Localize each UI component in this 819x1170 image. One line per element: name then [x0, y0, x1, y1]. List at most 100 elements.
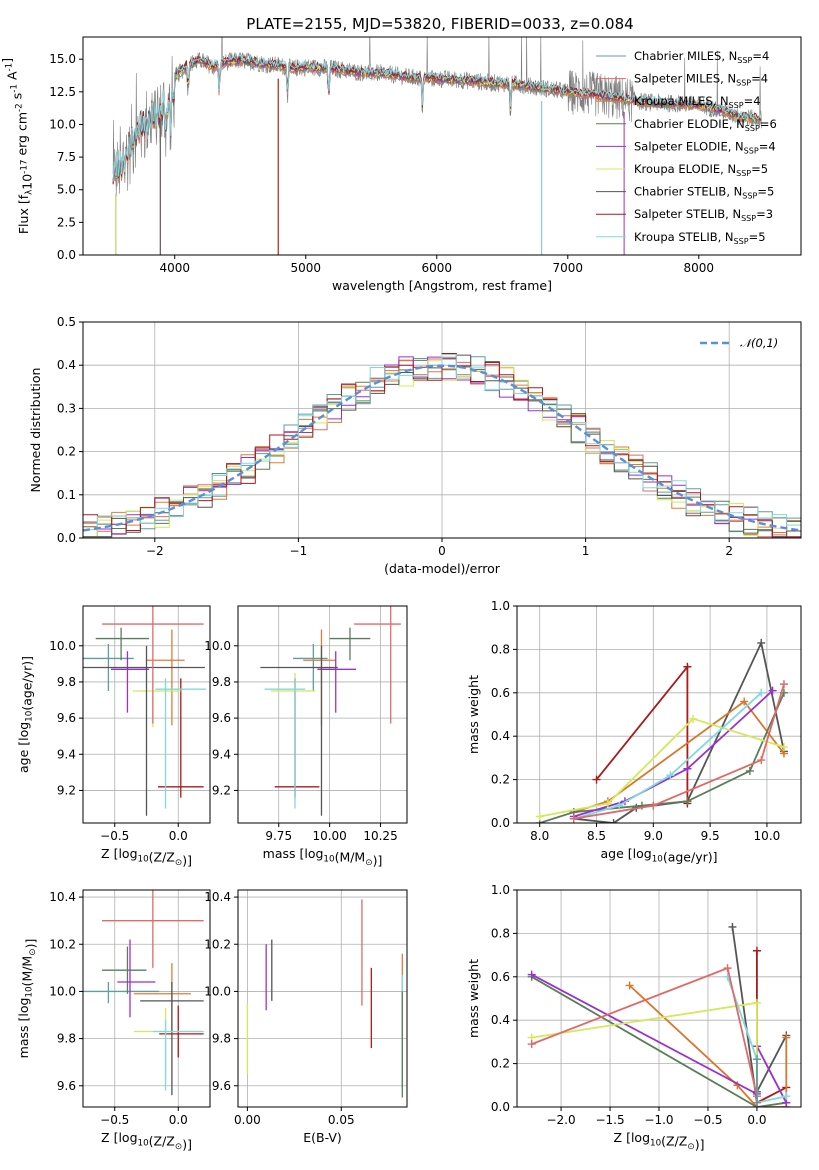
y-tick-label: 9.8: [57, 1032, 76, 1046]
y-tick-label: 0.0: [57, 531, 76, 545]
x-axis-label: (data-model)/error: [384, 561, 501, 576]
mass-weight-marker: [779, 743, 788, 752]
x-tick-label: 9.5: [701, 829, 720, 843]
axes-frame: [82, 36, 802, 256]
mass-weight-series-line: [539, 717, 785, 818]
mass-weight-marker: [569, 814, 578, 823]
y-tick-label: 1.0: [491, 599, 510, 613]
legend-label: Kroupa MILES, NSSP=4: [634, 94, 761, 110]
y-tick-label: 10.0: [204, 984, 231, 998]
y-tick-label: 9.8: [212, 1032, 231, 1046]
x-tick-label: −2.0: [546, 1113, 575, 1127]
x-tick-label: −1.0: [644, 1113, 673, 1127]
y-axis-label: mass weight: [466, 959, 481, 1038]
x-tick-label: 4000: [159, 261, 190, 275]
y-tick-label: 10.0: [204, 639, 231, 653]
x-tick-label: −1.5: [595, 1113, 624, 1127]
y-tick-label: 9.6: [212, 711, 231, 725]
mass-weight-marker: [683, 662, 692, 671]
y-axis-label: age [log10(age/yr)]: [16, 656, 35, 773]
y-axis-label: Normed distribution: [28, 368, 43, 493]
mass-weight-marker: [768, 686, 777, 695]
y-tick-label: 9.2: [57, 783, 76, 797]
y-tick-label: 9.8: [57, 675, 76, 689]
mass-weight-marker: [683, 797, 692, 806]
age-vs-mass-panel: 9.75 10.00 10.25 9.2 9.4 9.6 9.8 10.0 mass [log1…: [204, 605, 408, 868]
legend-label: Salpeter ELODIE, NSSP=4: [634, 139, 776, 155]
y-tick-label: 0.4: [491, 729, 510, 743]
x-tick-label: 8.0: [530, 829, 549, 843]
mass-weight-marker: [752, 946, 761, 955]
x-tick-label: −0.5: [693, 1113, 722, 1127]
mass-weight-marker: [728, 922, 737, 931]
mass-weight-vs-metallicity-panel: −2.0 −1.5 −1.0 −0.5 0.0 0.0 0.2 0.4 0.6 0.8 1.0 Z […: [466, 883, 802, 1152]
gaussian-legend-label: 𝒩(0,1): [740, 336, 778, 350]
mass-weight-marker: [609, 819, 618, 823]
axes-frame-group: −0.5 0.0 9.6 9.8 10.0 10.2 10.4 Z [log10(Z/Z⊙)]…: [16, 889, 211, 1152]
y-tick-label: 0.8: [491, 926, 510, 940]
mass-weight-series-line: [531, 976, 787, 1107]
x-tick-label: 0: [438, 544, 446, 558]
y-tick-label: 0.2: [57, 445, 76, 459]
y-tick-label: 0.5: [57, 315, 76, 329]
y-tick-label: 0.4: [57, 358, 76, 372]
figure-title: PLATE=2155, MJD=53820, FIBERID=0033, z=0…: [246, 15, 633, 33]
mass-weight-series-line: [628, 984, 788, 1107]
y-tick-label: 0.1: [57, 488, 76, 502]
y-tick-label: 0.2: [491, 1057, 510, 1071]
legend-label: Salpeter MILES, NSSP=4: [634, 72, 768, 88]
axes-frame-group: 9.75 10.00 10.25 9.2 9.4 9.6 9.8 10.0 mass [log1…: [204, 605, 408, 868]
y-tick-label: 9.4: [57, 747, 76, 761]
y-tick-label: 0.0: [57, 248, 76, 262]
axes-frame-group: 0.00 0.05 9.6 9.8 10.0 10.2 10.4 E(B-V): [204, 889, 408, 1145]
mass-weight-marker: [535, 812, 544, 821]
y-tick-label: 10.0: [49, 984, 76, 998]
mass-weight-marker: [527, 970, 536, 979]
plot-area: [83, 353, 801, 538]
mass-weight-marker: [782, 1033, 791, 1042]
x-tick-label: 0.0: [747, 1113, 766, 1127]
x-tick-label: 10.25: [363, 829, 397, 843]
mass-weight-marker: [745, 766, 754, 775]
y-tick-label: 15.0: [49, 52, 76, 66]
mass-weight-marker: [757, 756, 766, 765]
mass-weight-marker: [752, 1103, 761, 1107]
axes-frame: [237, 889, 408, 1108]
mass-weight-marker: [779, 680, 788, 689]
mass-weight-marker: [757, 688, 766, 697]
mass-weight-marker: [723, 964, 732, 973]
y-tick-label: 0.0: [491, 816, 510, 830]
mass-weight-marker: [649, 801, 658, 810]
y-tick-label: 0.3: [57, 401, 76, 415]
y-tick-label: 9.8: [212, 675, 231, 689]
legend-label: Salpeter STELIB, NSSP=3: [634, 207, 773, 223]
mass-weight-marker: [603, 799, 612, 808]
gaussian-reference-curve: [83, 364, 801, 532]
axes-frame-group: −2.0 −1.5 −1.0 −0.5 0.0 0.0 0.2 0.4 0.6 0.8 1.0 Z […: [466, 883, 802, 1152]
y-tick-label: 0.4: [491, 1013, 510, 1027]
mass-weight-vs-age-panel: 8.0 8.5 9.0 9.5 10.0 0.0 0.2 0.4 0.6 0.8 1.0 age [l…: [466, 599, 802, 865]
x-axis-label: E(B-V): [303, 1130, 342, 1145]
y-tick-label: 0.2: [491, 773, 510, 787]
x-tick-label: 2: [725, 544, 733, 558]
residual-histogram-panel: −2 −1 0 1 2 0.0 0.1 0.2 0.3 0.4 0.5 (data-model)/er…: [28, 315, 802, 576]
y-tick-label: 7.5: [57, 150, 76, 164]
legend-label: Chabrier MILES, NSSP=4: [634, 49, 769, 65]
axes-frame: [516, 605, 802, 824]
spectrum-legend: Chabrier MILES, NSSP=4 Salpeter MILES, NS…: [596, 49, 777, 246]
mass-vs-metallicity-panel: −0.5 0.0 9.6 9.8 10.0 10.2 10.4 Z [log10(Z/Z⊙)]…: [16, 889, 211, 1152]
charts-layer: 4000 5000 6000 7000 80000.02.55.07.510.012.5…: [0, 36, 802, 1152]
x-axis-label: Z [log10(Z/Z⊙)]: [614, 1130, 705, 1152]
x-tick-label: 8.5: [587, 829, 606, 843]
x-tick-label: −1: [290, 544, 308, 558]
x-tick-label: 0.0: [169, 829, 188, 843]
y-tick-label: 0.0: [491, 1100, 510, 1114]
x-axis-label: Z [log10(Z/Z⊙)]: [101, 1130, 192, 1152]
axes-frame: [82, 605, 211, 824]
y-axis-label: mass [log10(M/M⊙)]: [16, 939, 38, 1059]
axes-frame-group: −0.5 0.0 9.2 9.4 9.6 9.8 10.0 Z [log10(Z/Z⊙)] ag…: [16, 605, 211, 868]
x-tick-label: 6000: [421, 261, 452, 275]
y-axis-label: Flux [fλ10-17 erg cm-2 s-1 A-1]: [0, 58, 35, 234]
mass-weight-marker: [527, 1040, 536, 1049]
